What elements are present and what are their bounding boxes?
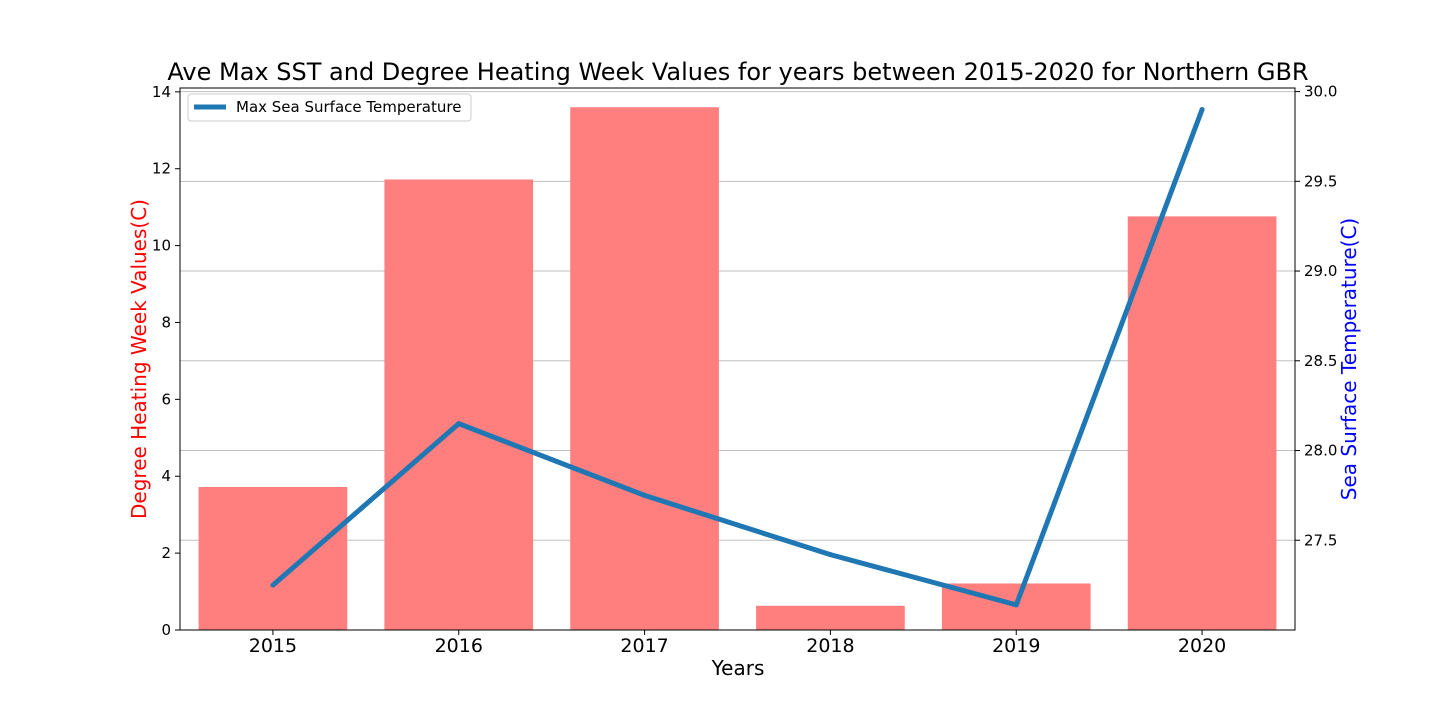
bar-2015 [198,487,348,630]
right-tick-label: 28.5 [1304,352,1337,370]
sst-point-2020 [1199,107,1205,113]
right-tick-label: 27.5 [1304,531,1337,549]
sst-point-2017 [642,492,648,498]
gridlines [180,91,1295,541]
x-axis-label: Years [711,656,765,680]
line-series [270,107,1205,608]
right-tick-label: 30.0 [1304,83,1337,101]
left-tick-label: 0 [161,621,171,639]
bar-series [198,107,1277,631]
sst-point-2019 [1013,602,1019,608]
legend-box [187,93,472,122]
right-tick-label: 28.0 [1304,442,1337,460]
left-tick-label: 2 [161,544,171,562]
right-y-axis: 27.5 28.0 28.5 29.0 29.5 30.0 [1295,83,1337,549]
plot-frame [179,87,1296,631]
bar-2018 [756,605,905,630]
legend-entry-label: Max Sea Surface Temperature [236,98,461,116]
x-tick-label: 2015 [249,635,297,657]
bar-2017 [570,107,719,631]
right-tick-label: 29.5 [1304,172,1337,190]
x-tick-label: 2018 [806,635,854,657]
x-tick-label: 2016 [435,635,483,657]
left-tick-label: 8 [161,313,171,331]
sst-line [271,108,1205,608]
right-tick-label: 29.0 [1304,262,1337,280]
left-tick-label: 12 [152,160,171,178]
bar-2016 [384,179,534,631]
sst-point-2015 [270,582,276,588]
x-axis: 2015 2016 2017 2018 2019 2020 [249,630,1226,657]
legend: Max Sea Surface Temperature [187,93,472,122]
bar-2020 [1127,216,1277,630]
left-tick-label: 14 [152,83,171,101]
left-tick-label: 6 [161,390,171,408]
chart-title: Ave Max SST and Degree Heating Week Valu… [167,58,1308,86]
left-tick-label: 4 [161,467,171,485]
x-tick-label: 2017 [620,635,668,657]
sst-point-2016 [456,421,462,427]
x-tick-label: 2019 [992,635,1040,657]
left-y-axis-label: Degree Heating Week Values(C) [127,199,151,519]
right-y-axis-label: Sea Surface Temperature(C) [1337,218,1361,500]
left-y-axis: 0 2 4 6 8 10 12 14 [152,83,180,639]
x-tick-label: 2020 [1178,635,1226,657]
sst-point-2018 [827,552,833,558]
left-tick-label: 10 [152,237,171,255]
